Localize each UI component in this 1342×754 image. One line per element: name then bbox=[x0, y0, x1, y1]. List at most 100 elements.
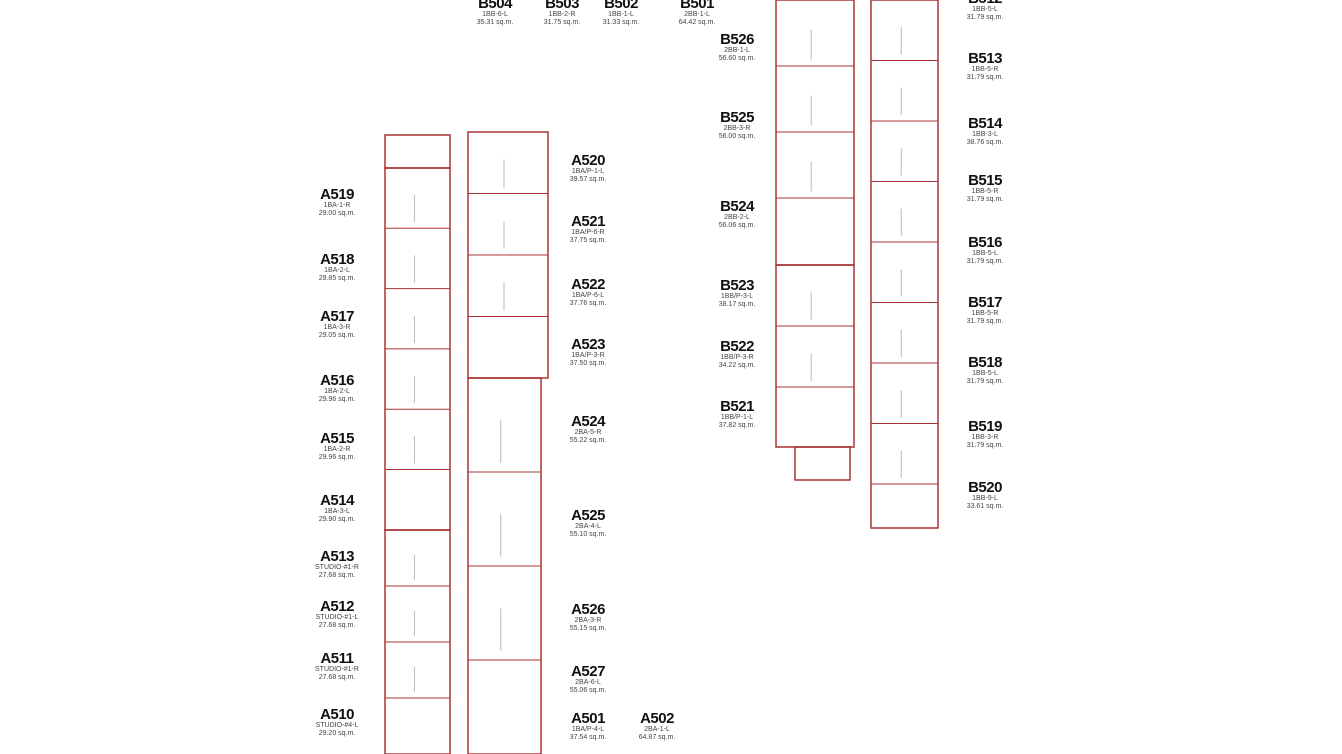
unit-type: 1BB-9-L bbox=[972, 495, 998, 502]
unit-area: 31.79 sq.m. bbox=[967, 442, 1004, 449]
unit-area: 29.05 sq.m. bbox=[319, 332, 356, 339]
unit-code: A527 bbox=[571, 663, 605, 680]
unit-code: B514 bbox=[968, 115, 1003, 132]
unit-code: B524 bbox=[720, 198, 755, 215]
block-1bb bbox=[870, 0, 939, 529]
unit-type: 2BA-4-L bbox=[575, 523, 601, 530]
unit-area: 37.82 sq.m. bbox=[719, 422, 756, 429]
unit-type: 1BA/P-3-R bbox=[571, 352, 604, 359]
unit-code: A514 bbox=[320, 492, 355, 509]
unit-type: 1BB-5-R bbox=[972, 310, 999, 317]
building-blocks bbox=[384, 0, 939, 754]
unit-code: B504 bbox=[478, 0, 513, 12]
unit-type: STUDIO-#1-R bbox=[315, 564, 359, 571]
unit-area: 56.00 sq.m. bbox=[719, 133, 756, 140]
unit-code: B502 bbox=[604, 0, 638, 12]
unit-code: B521 bbox=[720, 398, 754, 415]
unit-area: 38.17 sq.m. bbox=[719, 301, 756, 308]
unit-type: 1BB/P-3-R bbox=[720, 354, 753, 361]
unit-area: 31.75 sq.m. bbox=[544, 19, 581, 26]
unit-type: 1BA-1-R bbox=[324, 202, 351, 209]
unit-code: A515 bbox=[320, 430, 354, 447]
unit-area: 27.68 sq.m. bbox=[319, 572, 356, 579]
unit-code: B513 bbox=[968, 50, 1002, 67]
unit-area: 55.06 sq.m. bbox=[570, 687, 607, 694]
unit-area: 37.75 sq.m. bbox=[570, 237, 607, 244]
unit-code: A510 bbox=[320, 706, 354, 723]
unit-code: A518 bbox=[320, 251, 354, 268]
unit-area: 38.76 sq.m. bbox=[967, 139, 1004, 146]
unit-area: 56.06 sq.m. bbox=[719, 222, 756, 229]
unit-code: B526 bbox=[720, 31, 754, 48]
unit-type: 1BA-2-L bbox=[324, 388, 350, 395]
unit-type: 1BB-3-L bbox=[972, 131, 998, 138]
unit-area: 37.54 sq.m. bbox=[570, 734, 607, 741]
unit-area: 64.87 sq.m. bbox=[639, 734, 676, 741]
unit-type: 1BB-5-L bbox=[972, 6, 998, 13]
unit-type: STUDIO-#4-L bbox=[316, 722, 359, 729]
unit-type: 1BB/P-1-L bbox=[721, 414, 753, 421]
unit-code: A526 bbox=[571, 601, 605, 618]
unit-area: 27.68 sq.m. bbox=[319, 674, 356, 681]
unit-area: 31.79 sq.m. bbox=[967, 318, 1004, 325]
unit-area: 34.22 sq.m. bbox=[719, 362, 756, 369]
unit-area: 31.79 sq.m. bbox=[967, 14, 1004, 21]
unit-code: B517 bbox=[968, 294, 1002, 311]
unit-code: B515 bbox=[968, 172, 1002, 189]
unit-code: B525 bbox=[720, 109, 754, 126]
unit-type: 2BB-1-L bbox=[724, 47, 750, 54]
unit-type: 2BA-1-L bbox=[644, 726, 670, 733]
unit-type: 1BB-1-L bbox=[608, 11, 634, 18]
unit-area: 64.42 sq.m. bbox=[679, 19, 716, 26]
unit-area: 27.68 sq.m. bbox=[319, 622, 356, 629]
unit-type: 1BA/P-6-L bbox=[572, 292, 604, 299]
unit-area: 31.79 sq.m. bbox=[967, 74, 1004, 81]
unit-area: 33.61 sq.m. bbox=[967, 503, 1004, 510]
unit-area: 29.20 sq.m. bbox=[319, 730, 356, 737]
unit-type: 1BA/P-1-L bbox=[572, 168, 604, 175]
unit-type: 1BB/P-3-L bbox=[721, 293, 753, 300]
unit-code: A519 bbox=[320, 186, 354, 203]
unit-code: A512 bbox=[320, 598, 354, 615]
unit-area: 29.85 sq.m. bbox=[319, 275, 356, 282]
unit-code: A511 bbox=[320, 650, 353, 667]
unit-type: 2BB-1-L bbox=[684, 11, 710, 18]
unit-code: A524 bbox=[571, 413, 606, 430]
unit-code: A501 bbox=[571, 710, 605, 727]
unit-area: 29.00 sq.m. bbox=[319, 210, 356, 217]
unit-type: 1BA/P-6-R bbox=[571, 229, 604, 236]
unit-code: A513 bbox=[320, 548, 354, 565]
unit-type: 2BA-3-R bbox=[575, 617, 602, 624]
unit-type: STUDIO-#1-L bbox=[316, 614, 359, 621]
unit-area: 29.90 sq.m. bbox=[319, 516, 356, 523]
unit-area: 31.79 sq.m. bbox=[967, 258, 1004, 265]
unit-label: B5121BB-5-L31.79 sq.m. bbox=[967, 0, 1004, 21]
unit-code: B522 bbox=[720, 338, 754, 355]
unit-type: 1BA-3-R bbox=[324, 324, 351, 331]
